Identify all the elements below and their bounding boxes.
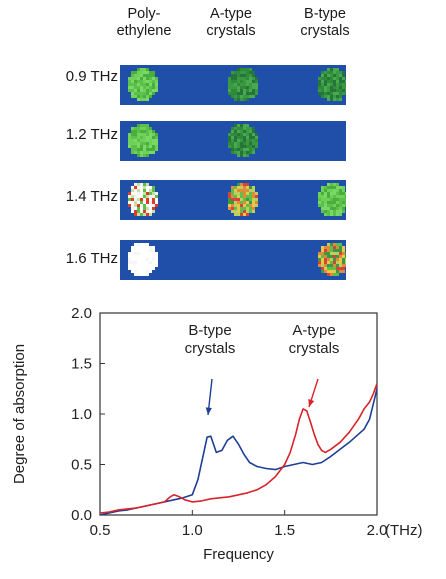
row-label: 0.9 THz (65, 68, 118, 85)
sample-spot (318, 183, 346, 217)
image-strip (120, 65, 346, 105)
annotation-b-type: B-type crystals (185, 322, 236, 357)
sample-spot (228, 68, 258, 102)
arrow-head (205, 407, 212, 415)
image-strip (120, 121, 346, 161)
x-tick-label: 1.0 (182, 522, 203, 539)
absorption-chart: 0.00.51.01.52.00.5 1.0 1.5 2.0(THz)Frequenc… (11, 305, 423, 563)
image-strip (120, 240, 346, 280)
sample-spot (228, 183, 258, 217)
sample-spot (128, 68, 158, 102)
col-head-b-type: B-type crystals (300, 6, 350, 39)
y-axis-label: Degree of absorption (11, 344, 28, 484)
sample-spot (228, 124, 258, 158)
sample-spot (318, 243, 346, 277)
series-line-b-type (99, 388, 378, 516)
x-unit-label: (THz) (385, 522, 423, 539)
sample-spot (318, 68, 346, 102)
x-axis-label: Frequency (203, 546, 274, 563)
y-tick-label: 0.0 (71, 507, 92, 524)
arrow-head (308, 399, 315, 407)
image-strip (120, 180, 346, 220)
annotation-a-type: A-type crystals (289, 322, 340, 357)
x-tick-label: 1.5 (274, 522, 295, 539)
y-tick-label: 1.0 (71, 406, 92, 423)
row-label: 1.2 THz (65, 126, 118, 143)
y-tick-label: 2.0 (71, 305, 92, 322)
x-tick-label: 0.5 (90, 522, 111, 539)
row-label: 1.6 THz (65, 250, 118, 267)
row-label: 1.4 THz (65, 188, 118, 205)
x-tick-label: 2.0 (367, 522, 388, 539)
col-head-a-type: A-type crystals (206, 6, 256, 39)
y-tick-label: 1.5 (71, 356, 92, 373)
col-head-polyethylene: Poly- ethylene (116, 6, 172, 39)
y-tick-label: 0.5 (71, 457, 92, 474)
sample-spot (128, 183, 158, 217)
series-line-a-type (99, 383, 378, 514)
sample-spot (128, 124, 158, 158)
sample-spot (128, 243, 158, 277)
